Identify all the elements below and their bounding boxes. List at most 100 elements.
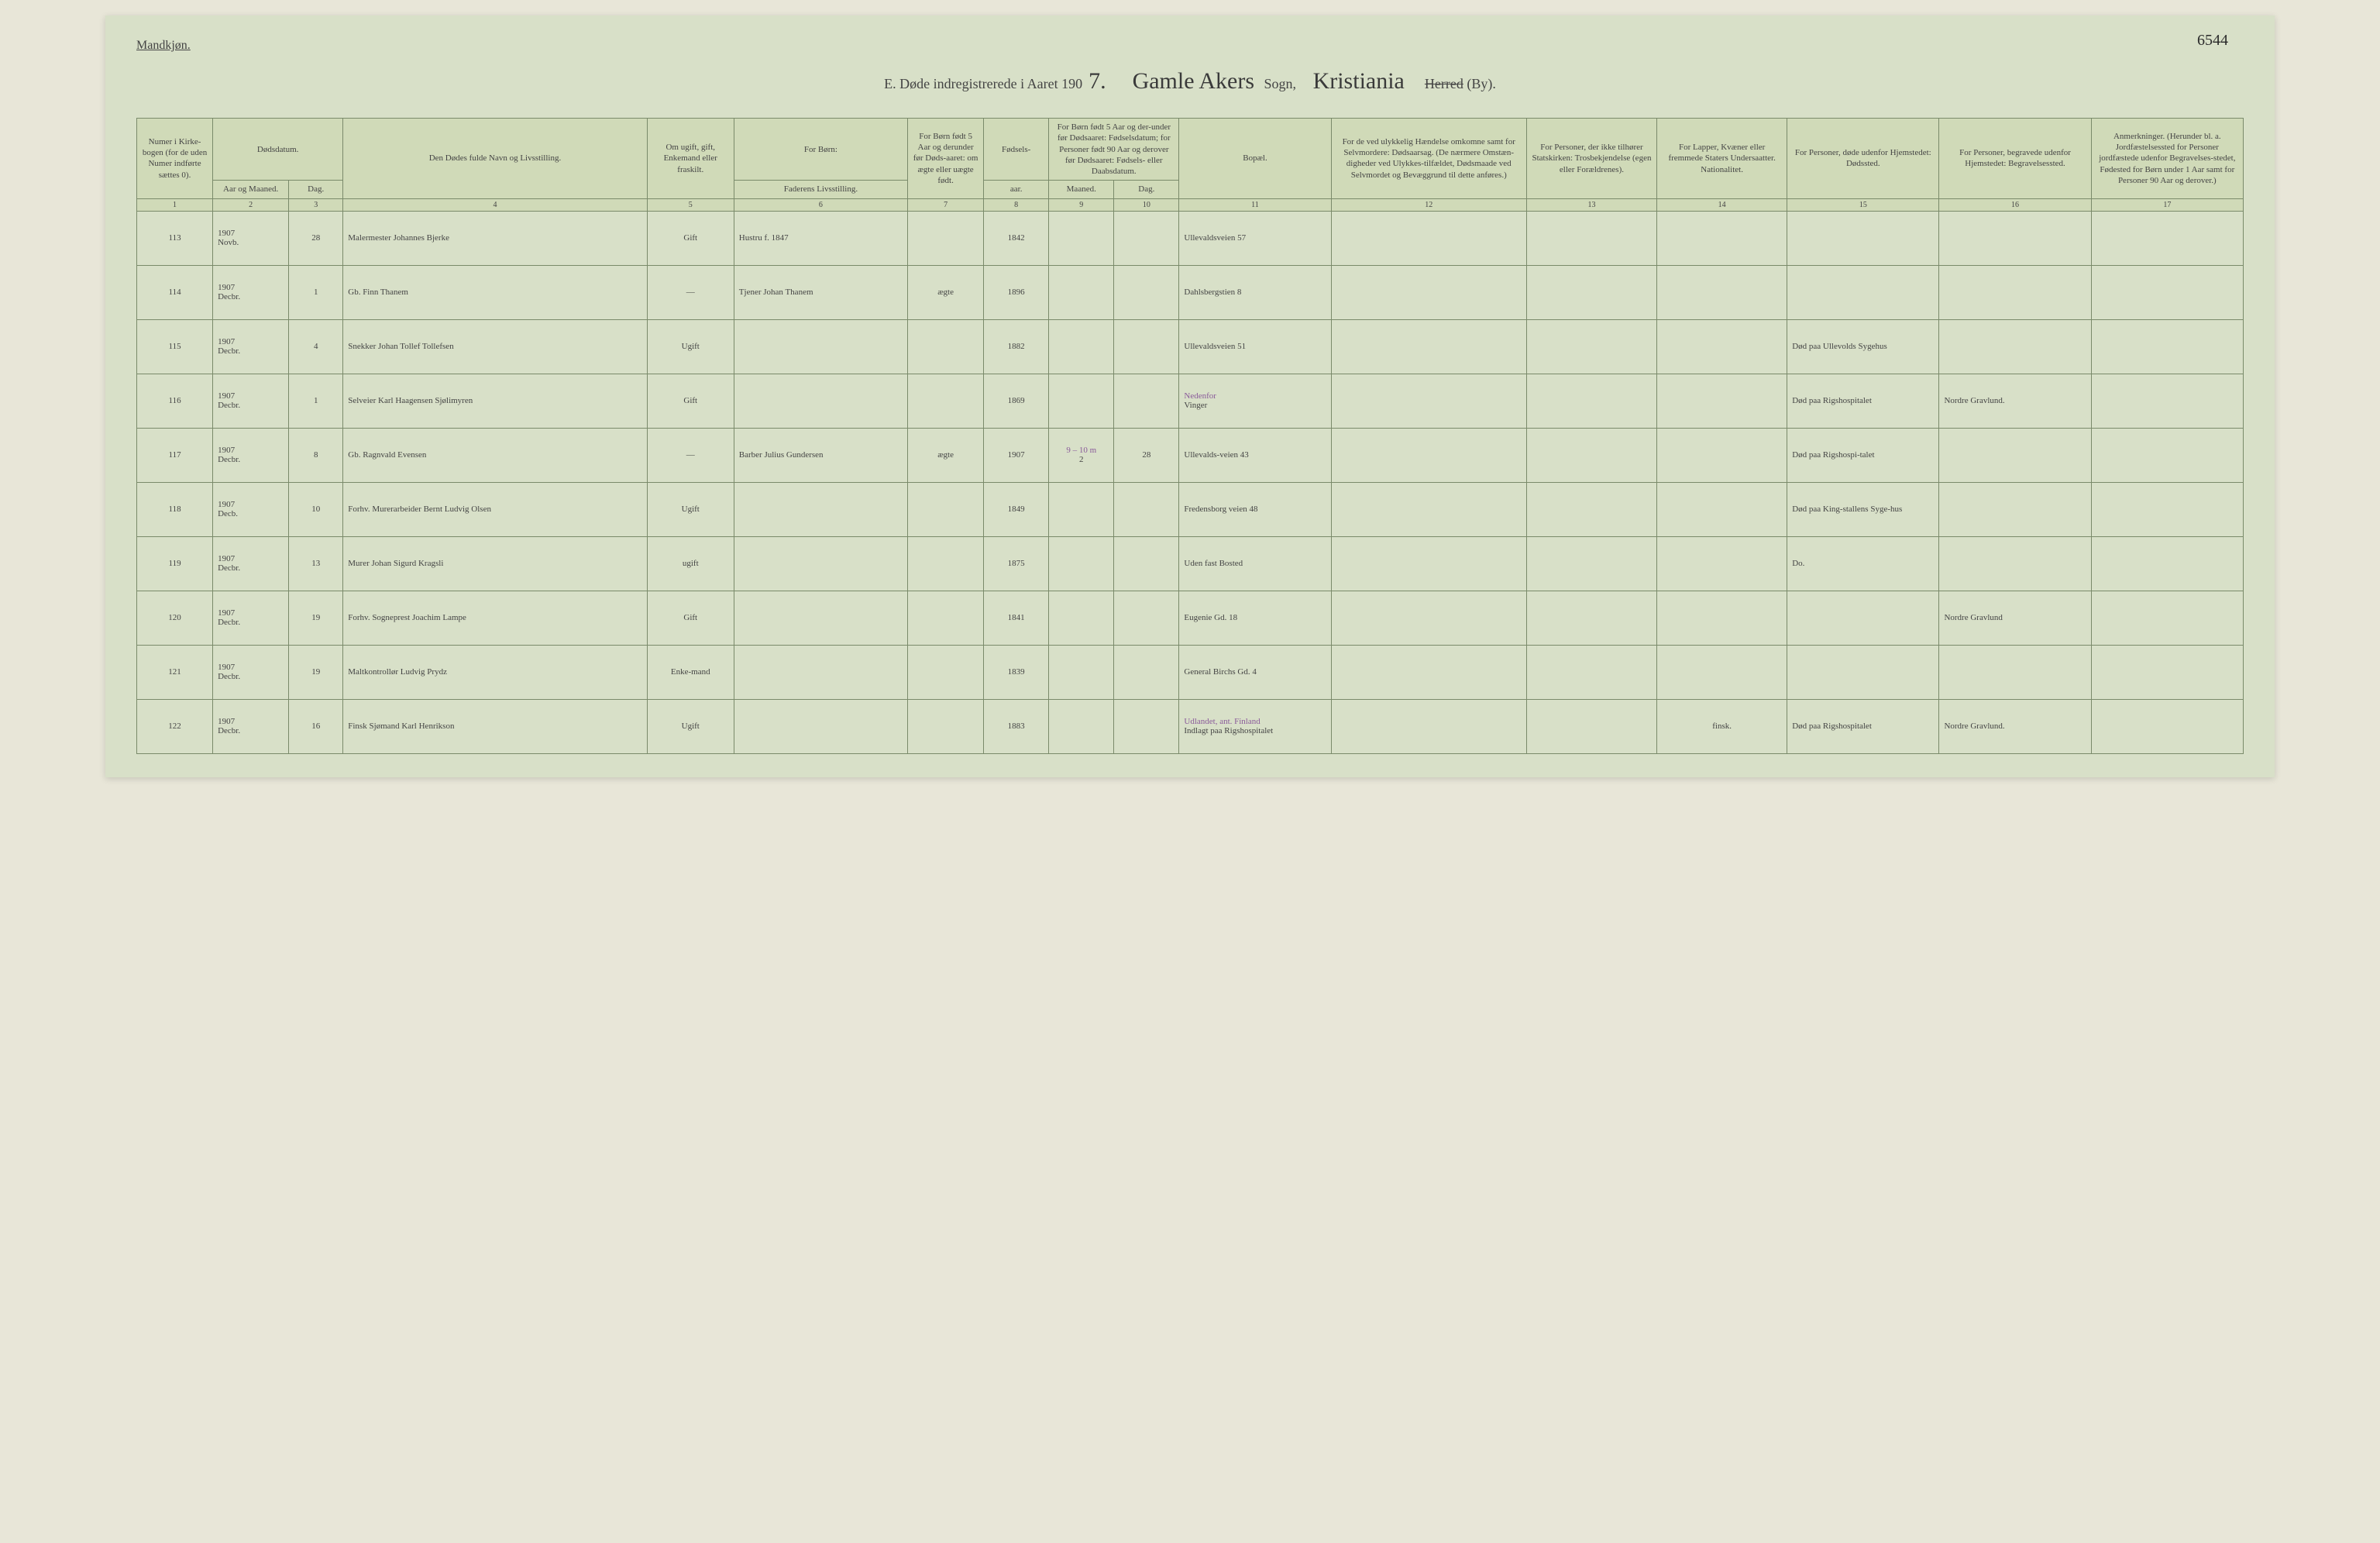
cell-legit — [908, 482, 984, 536]
cn: 8 — [984, 198, 1049, 211]
cell-name: Finsk Sjømand Karl Henrikson — [343, 699, 647, 753]
cn: 1 — [137, 198, 213, 211]
cell-bday: 28 — [1114, 428, 1179, 482]
cell-notes — [2091, 265, 2243, 319]
cn: 14 — [1657, 198, 1787, 211]
cell-cause — [1331, 536, 1526, 591]
cell-father — [734, 645, 907, 699]
cell-num: 117 — [137, 428, 213, 482]
cn: 2 — [213, 198, 289, 211]
cn: 16 — [1939, 198, 2091, 211]
cell-nation — [1657, 645, 1787, 699]
cell-birthyear: 1841 — [984, 591, 1049, 645]
cell-name: Selveier Karl Haagensen Sjølimyren — [343, 374, 647, 428]
cell-marital: ugift — [647, 536, 734, 591]
cn: 9 — [1049, 198, 1114, 211]
cn: 15 — [1787, 198, 1939, 211]
column-numbers: 1 2 3 4 5 6 7 8 9 10 11 12 13 14 15 16 1… — [137, 198, 2244, 211]
cell-bmonth — [1049, 211, 1114, 265]
district-name: Kristiania — [1307, 68, 1411, 94]
cell-deathplace — [1787, 591, 1939, 645]
cell-notes — [2091, 428, 2243, 482]
cell-notes — [2091, 482, 2243, 536]
h-deathdate: Dødsdatum. — [213, 119, 343, 181]
cn: 5 — [647, 198, 734, 211]
cell-cause — [1331, 319, 1526, 374]
title-prefix: E. Døde indregistrerede i Aaret 190 — [884, 76, 1082, 91]
cell-father: Hustru f. 1847 — [734, 211, 907, 265]
cell-name: Gb. Finn Thanem — [343, 265, 647, 319]
table-row: 1161907Decbr.1Selveier Karl Haagensen Sj… — [137, 374, 2244, 428]
cn: 13 — [1526, 198, 1656, 211]
cell-bday — [1114, 699, 1179, 753]
cell-day: 13 — [289, 536, 343, 591]
cell-bmonth — [1049, 374, 1114, 428]
cell-num: 118 — [137, 482, 213, 536]
cell-residence: Fredensborg veien 48 — [1179, 482, 1331, 536]
cell-cause — [1331, 211, 1526, 265]
cell-residence: NedenforVinger — [1179, 374, 1331, 428]
cell-day: 19 — [289, 645, 343, 699]
h-name: Den Dødes fulde Navn og Livsstilling. — [343, 119, 647, 199]
cell-burial — [1939, 536, 2091, 591]
cell-faith — [1526, 645, 1656, 699]
cell-yearmonth: 1907Novb. — [213, 211, 289, 265]
table-row: 1221907Decbr.16Finsk Sjømand Karl Henrik… — [137, 699, 2244, 753]
cell-faith — [1526, 428, 1656, 482]
cell-legit: ægte — [908, 428, 984, 482]
year-suffix: 7. — [1082, 68, 1113, 94]
cell-father — [734, 374, 907, 428]
page-number: 6544 — [2197, 31, 2228, 50]
cell-birthyear: 1896 — [984, 265, 1049, 319]
cell-bday — [1114, 319, 1179, 374]
table-row: 1201907Decbr.19Forhv. Sogneprest Joachim… — [137, 591, 2244, 645]
cell-burial — [1939, 265, 2091, 319]
cell-day: 10 — [289, 482, 343, 536]
cell-bday — [1114, 482, 1179, 536]
cell-nation — [1657, 591, 1787, 645]
h-bmonth: Maaned. — [1049, 181, 1114, 198]
cell-birthyear: 1849 — [984, 482, 1049, 536]
cell-deathplace: Død paa Rigshospi-talet — [1787, 428, 1939, 482]
cell-bmonth — [1049, 482, 1114, 536]
cell-deathplace: Død paa Ullevolds Sygehus — [1787, 319, 1939, 374]
h-faith: For Personer, der ikke tilhører Statskir… — [1526, 119, 1656, 199]
cn: 12 — [1331, 198, 1526, 211]
cell-deathplace — [1787, 265, 1939, 319]
cell-marital: Ugift — [647, 482, 734, 536]
cn: 4 — [343, 198, 647, 211]
h-birthdate-top: For Børn født 5 Aar og der-under før Død… — [1049, 119, 1179, 181]
cell-deathplace: Død paa Rigshospitalet — [1787, 699, 1939, 753]
cell-notes — [2091, 536, 2243, 591]
cell-father — [734, 482, 907, 536]
cell-name: Forhv. Murerarbeider Bernt Ludvig Olsen — [343, 482, 647, 536]
register-page: 6544 Mandkjøn. E. Døde indregistrerede i… — [105, 15, 2275, 777]
cell-bday — [1114, 645, 1179, 699]
cell-notes — [2091, 591, 2243, 645]
cell-day: 16 — [289, 699, 343, 753]
cell-day: 1 — [289, 265, 343, 319]
cell-day: 4 — [289, 319, 343, 374]
cell-birthyear: 1869 — [984, 374, 1049, 428]
cell-marital: — — [647, 428, 734, 482]
cell-yearmonth: 1907Decbr. — [213, 428, 289, 482]
cell-cause — [1331, 699, 1526, 753]
cell-marital: Gift — [647, 211, 734, 265]
h-num: Numer i Kirke-bogen (for de uden Numer i… — [137, 119, 213, 199]
cell-bmonth: 9 – 10 m2 — [1049, 428, 1114, 482]
h-burial: For Personer, begravede udenfor Hjemsted… — [1939, 119, 2091, 199]
cell-burial: Nordre Gravlund — [1939, 591, 2091, 645]
cell-yearmonth: 1907Decbr. — [213, 699, 289, 753]
cell-residence: Ullevalds-veien 43 — [1179, 428, 1331, 482]
cell-num: 120 — [137, 591, 213, 645]
cell-bmonth — [1049, 645, 1114, 699]
cell-deathplace — [1787, 645, 1939, 699]
cell-notes — [2091, 319, 2243, 374]
table-row: 1131907Novb.28Malermester Johannes Bjerk… — [137, 211, 2244, 265]
cell-birthyear: 1839 — [984, 645, 1049, 699]
district-suffix: (By). — [1467, 76, 1496, 91]
district-struck: Herred — [1425, 76, 1463, 91]
cell-notes — [2091, 374, 2243, 428]
cell-faith — [1526, 374, 1656, 428]
cell-burial: Nordre Gravlund. — [1939, 699, 2091, 753]
